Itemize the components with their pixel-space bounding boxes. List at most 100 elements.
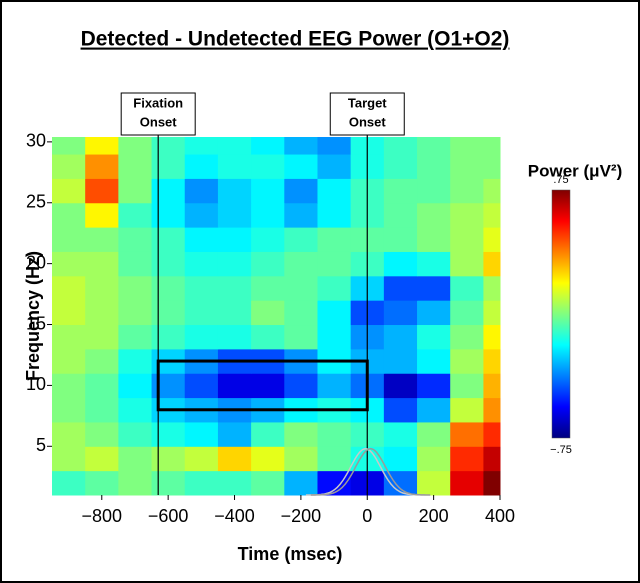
heatmap-cell [417, 178, 451, 204]
heatmap-cell [118, 324, 153, 350]
heatmap-cell [450, 470, 484, 496]
heatmap-cell [217, 470, 252, 496]
heatmap-cell [383, 154, 418, 179]
roi-box [156, 359, 369, 412]
heatmap-cell [284, 178, 318, 204]
heatmap-cell [417, 251, 451, 277]
heatmap-cell [217, 137, 252, 155]
heatmap-cell [284, 137, 318, 155]
heatmap-cell [52, 300, 86, 326]
heatmap-cell [417, 373, 451, 399]
heatmap-cell [217, 300, 252, 326]
heatmap-cell [284, 373, 318, 399]
heatmap-cell [417, 470, 451, 496]
heatmap-cell [417, 227, 451, 252]
heatmap-cell [251, 178, 285, 204]
heatmap-cell [184, 300, 219, 326]
heatmap-cell [118, 446, 153, 472]
heatmap-cell [450, 421, 484, 447]
heatmap-cell [383, 397, 418, 423]
heatmap-cell [118, 421, 153, 447]
heatmap-cell [450, 397, 484, 423]
heatmap-cell [85, 300, 119, 326]
heatmap-cell [85, 275, 119, 301]
heatmap-cell [483, 137, 501, 155]
heatmap-cell [417, 202, 451, 228]
heatmap-cell [383, 373, 418, 399]
y-tick-label: 20 [26, 252, 46, 272]
heatmap-cell [251, 275, 285, 301]
heatmap-cell [85, 137, 119, 155]
heatmap-cell [118, 470, 153, 496]
heatmap-cell [450, 348, 484, 374]
heatmap-cell [184, 251, 219, 277]
heatmap-cell [483, 373, 501, 399]
heatmap-cell [52, 202, 86, 228]
x-tick-label: 0 [362, 506, 372, 526]
heatmap-cell [52, 154, 86, 179]
heatmap-cell [383, 275, 418, 301]
y-axis-label: Frequency (Hz) [23, 251, 43, 381]
heatmap-cell [383, 137, 418, 155]
heatmap-cell [417, 275, 451, 301]
heatmap-cell [483, 348, 501, 374]
heatmap-cell [151, 178, 186, 204]
heatmap-cell [85, 348, 119, 374]
heatmap-cell [151, 446, 186, 472]
heatmap-cell [383, 227, 418, 252]
heatmap-cell [52, 348, 86, 374]
heatmap-cell [450, 178, 484, 204]
heatmap-cell [151, 202, 186, 228]
heatmap-cell [151, 373, 186, 399]
heatmap-cell [217, 373, 252, 399]
x-tick-label: −800 [82, 506, 123, 526]
heatmap-cell [450, 227, 484, 252]
heatmap-cell [118, 137, 153, 155]
heatmap-cell [251, 300, 285, 326]
heatmap-cell [284, 251, 318, 277]
heatmap-cell [217, 324, 252, 350]
y-tick-label: 30 [26, 131, 46, 151]
heatmap-cell [118, 300, 153, 326]
heatmap-cell [284, 202, 318, 228]
heatmap-cell [450, 251, 484, 277]
heatmap-cell [483, 227, 501, 252]
heatmap-cell [118, 251, 153, 277]
y-tick-label: 15 [26, 313, 46, 333]
heatmap-cell [118, 178, 153, 204]
heatmap-cell [85, 324, 119, 350]
heatmap-cell [217, 446, 252, 472]
colorbar-tick-label: −.75 [550, 444, 572, 456]
heatmap-cell [317, 154, 352, 179]
heatmap-cell [383, 348, 418, 374]
heatmap-cell [184, 421, 219, 447]
heatmap-cell [483, 470, 501, 496]
heatmap-cell [85, 227, 119, 252]
heatmap-cell [317, 202, 352, 228]
heatmap-cell [85, 470, 119, 496]
x-tick-label: 200 [419, 506, 449, 526]
heatmap-cell [52, 421, 86, 447]
heatmap-cell [284, 275, 318, 301]
heatmap-cell [251, 202, 285, 228]
heatmap-cell [184, 154, 219, 179]
gaussian-curve [310, 447, 431, 496]
heatmap-cell [184, 178, 219, 204]
heatmap-cell [383, 446, 418, 472]
heatmap-cell [284, 324, 318, 350]
heatmap-cell [151, 275, 186, 301]
chart-title: Detected - Undetected EEG Power (O1+O2) [81, 28, 510, 51]
heatmap-cell [450, 373, 484, 399]
heatmap-cell [317, 137, 352, 155]
heatmap-cell [417, 324, 451, 350]
heatmap-cell [284, 470, 318, 496]
heatmap-cell [317, 421, 352, 447]
heatmap-cell [417, 348, 451, 374]
heatmap-cell [151, 324, 186, 350]
heatmap-cell [151, 300, 186, 326]
heatmap-cell [383, 421, 418, 447]
heatmap-cell [151, 251, 186, 277]
heatmap-cell [52, 251, 86, 277]
